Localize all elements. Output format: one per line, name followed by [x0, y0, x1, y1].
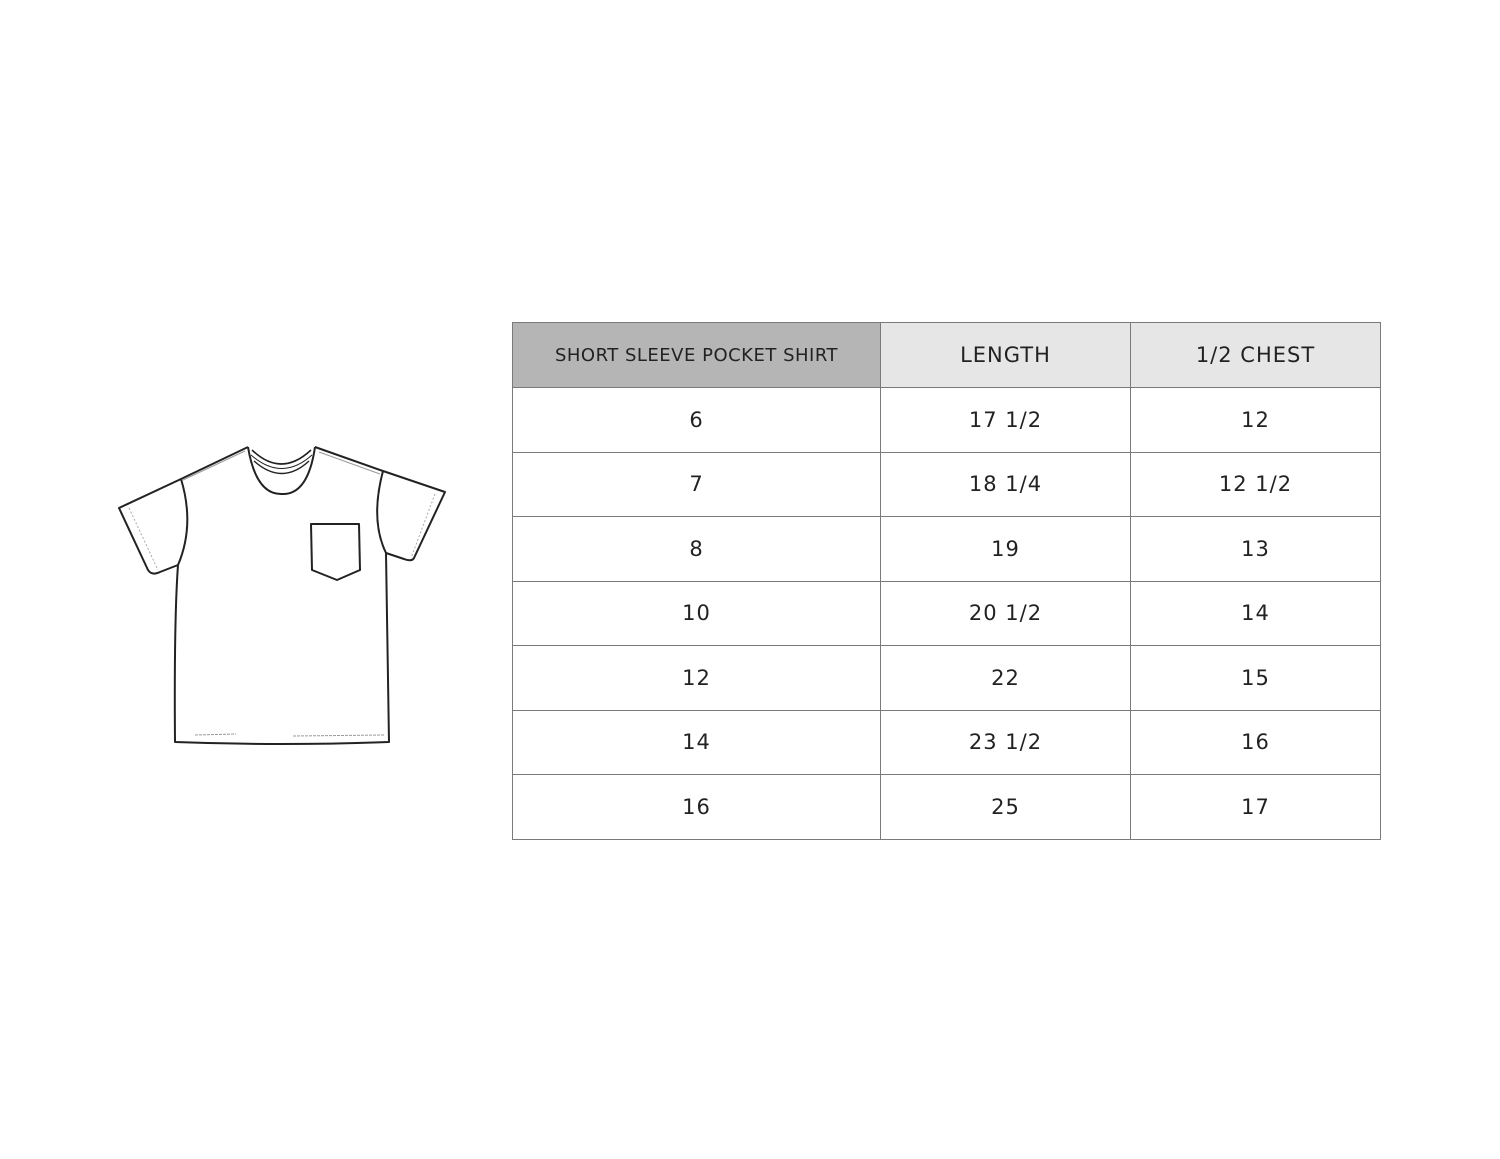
size-cell: 6 [512, 387, 881, 453]
size-cell: 16 [512, 774, 881, 840]
chest-cell: 16 [1130, 709, 1381, 775]
header-style: SHORT SLEEVE POCKET SHIRT [512, 322, 881, 388]
chest-cell: 17 [1130, 774, 1381, 840]
table-header-row: SHORT SLEEVE POCKET SHIRT LENGTH 1/2 CHE… [512, 322, 1381, 388]
length-cell: 22 [880, 645, 1131, 711]
length-cell: 25 [880, 774, 1131, 840]
chest-cell: 15 [1130, 645, 1381, 711]
table-row: 14 23 1/2 16 [512, 709, 1381, 775]
table-row: 6 17 1/2 12 [512, 387, 1381, 453]
size-cell: 14 [512, 709, 881, 775]
length-cell: 20 1/2 [880, 580, 1131, 646]
chest-cell: 12 [1130, 387, 1381, 453]
header-half-chest: 1/2 CHEST [1130, 322, 1381, 388]
table-row: 10 20 1/2 14 [512, 580, 1381, 646]
chest-cell: 14 [1130, 580, 1381, 646]
table-row: 12 22 15 [512, 645, 1381, 711]
header-length: LENGTH [880, 322, 1131, 388]
table-row: 16 25 17 [512, 774, 1381, 840]
size-cell: 12 [512, 645, 881, 711]
length-cell: 19 [880, 516, 1131, 582]
length-cell: 17 1/2 [880, 387, 1131, 453]
size-cell: 8 [512, 516, 881, 582]
size-cell: 10 [512, 580, 881, 646]
length-cell: 18 1/4 [880, 451, 1131, 517]
chest-cell: 12 1/2 [1130, 451, 1381, 517]
chest-cell: 13 [1130, 516, 1381, 582]
table-row: 8 19 13 [512, 516, 1381, 582]
size-chart-table: SHORT SLEEVE POCKET SHIRT LENGTH 1/2 CHE… [512, 322, 1381, 840]
length-cell: 23 1/2 [880, 709, 1131, 775]
table-row: 7 18 1/4 12 1/2 [512, 451, 1381, 517]
size-cell: 7 [512, 451, 881, 517]
